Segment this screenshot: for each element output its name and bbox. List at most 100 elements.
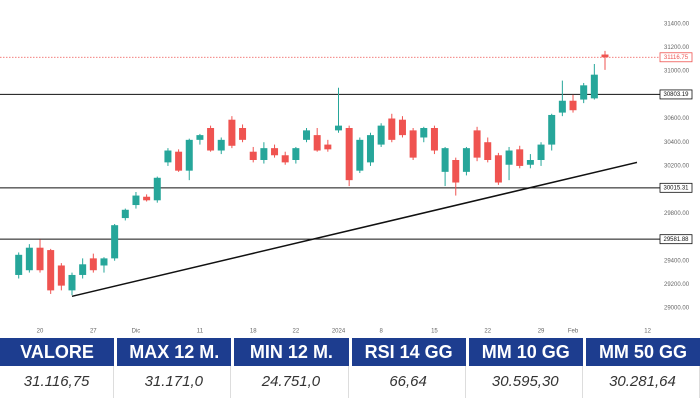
level-label: 30803.19 [663, 92, 689, 98]
candle-body [153, 177, 161, 201]
candle-body [249, 151, 257, 160]
candle-body [494, 155, 502, 183]
candle-body [441, 148, 449, 172]
last-price-label: 31116.75 [664, 55, 689, 61]
y-tick-label: 29400.00 [664, 258, 690, 264]
level-label: 29581.88 [663, 237, 689, 243]
value-row: 31.116,75 31.171,0 24.751,0 66,64 30.595,30 3… [0, 366, 700, 398]
x-tick-label: 18 [250, 329, 257, 335]
candle-body [356, 139, 364, 171]
candle-body [260, 148, 268, 160]
candle-body [569, 100, 577, 111]
candle-body [281, 155, 289, 163]
candle-body [207, 128, 215, 151]
candle-body [100, 258, 108, 266]
trendline [71, 161, 638, 298]
candle-body [409, 130, 417, 158]
value-cell: 31.171,0 [117, 366, 232, 398]
y-tick-label: 31200.00 [664, 45, 690, 51]
y-tick-label: 29200.00 [664, 282, 690, 288]
candle-body [164, 150, 172, 163]
candle-body [217, 139, 225, 151]
candle-body [47, 250, 55, 291]
candle-body [313, 135, 321, 151]
x-tick-label: 15 [431, 329, 438, 335]
header-cell: MM 10 GG [468, 338, 583, 366]
candle-body [526, 160, 534, 165]
candle-body [25, 247, 33, 271]
header-cell: MM 50 GG [585, 338, 700, 366]
x-tick-label: 2024 [332, 329, 346, 335]
candle-body [335, 125, 342, 131]
value-cell: 31.116,75 [0, 366, 115, 398]
candle-body [548, 114, 556, 145]
candle-body [388, 118, 396, 140]
value-cell: 30.595,30 [468, 366, 583, 398]
last-price-box [659, 52, 693, 63]
candle-body [15, 254, 23, 275]
candle-body [505, 150, 513, 165]
level-box [659, 234, 693, 245]
x-tick-label: 29 [538, 329, 545, 335]
x-tick-label: 20 [37, 329, 44, 335]
candle-body [324, 144, 332, 150]
y-tick-label: 30400.00 [664, 140, 690, 146]
candle-body [303, 130, 311, 140]
y-tick-label: 31000.00 [664, 69, 690, 75]
value-cell: 24.751,0 [234, 366, 349, 398]
candle-body [484, 142, 492, 160]
x-tick-label: Feb [568, 329, 579, 335]
candle-body [36, 247, 44, 271]
value-cell: 30.281,64 [585, 366, 700, 398]
level-box [659, 89, 693, 100]
candle-body [366, 135, 374, 163]
header-cell: MAX 12 M. [117, 338, 232, 366]
candle-body [185, 139, 193, 171]
level-box [659, 182, 693, 193]
candle-body [462, 148, 470, 172]
stats-table: VALORE MAX 12 M. MIN 12 M. RSI 14 GG MM 10 G… [0, 338, 700, 400]
candle-body [345, 128, 353, 181]
y-tick-label: 29800.00 [664, 211, 690, 217]
candle-body [57, 265, 65, 286]
candle-body [239, 128, 247, 140]
y-tick-label: 30200.00 [664, 164, 690, 170]
candle-body [89, 258, 97, 271]
level-label: 30015.31 [663, 185, 689, 191]
candle-body [601, 54, 609, 58]
candle-body [537, 144, 545, 160]
candle-body [292, 148, 300, 160]
candle-body [452, 160, 460, 183]
candle-body [430, 128, 438, 151]
candle-body [580, 85, 588, 100]
header-cell: VALORE [0, 338, 115, 366]
candle-body [132, 195, 140, 206]
candle-body [175, 151, 183, 171]
candle-body [558, 100, 566, 113]
y-tick-label: 29000.00 [664, 306, 690, 312]
candle-body [377, 125, 385, 145]
candle-body [516, 149, 524, 166]
x-tick-label: 27 [90, 329, 97, 335]
x-tick-label: 11 [197, 329, 204, 335]
candle-body [271, 148, 279, 156]
x-tick-label: Dic [132, 329, 141, 335]
x-tick-label: 22 [293, 329, 300, 335]
candle-body [143, 196, 151, 201]
header-row: VALORE MAX 12 M. MIN 12 M. RSI 14 GG MM 10 G… [0, 338, 700, 366]
candle-body [121, 209, 129, 219]
candle-body [79, 264, 87, 275]
candle-body [111, 225, 119, 259]
candle-body [590, 74, 598, 99]
x-tick-label: 22 [484, 329, 491, 335]
y-tick-label: 30600.00 [664, 116, 690, 122]
x-tick-label: 8 [379, 329, 383, 335]
chart: 29000.00 29200.00 29400.00 29800.00 30200.00… [0, 21, 693, 335]
value-cell: 66,64 [351, 366, 466, 398]
header-cell: MIN 12 M. [234, 338, 349, 366]
candle-body [398, 119, 406, 136]
candle-body [420, 128, 428, 138]
candle-body [196, 135, 204, 140]
candle-body [228, 119, 236, 146]
